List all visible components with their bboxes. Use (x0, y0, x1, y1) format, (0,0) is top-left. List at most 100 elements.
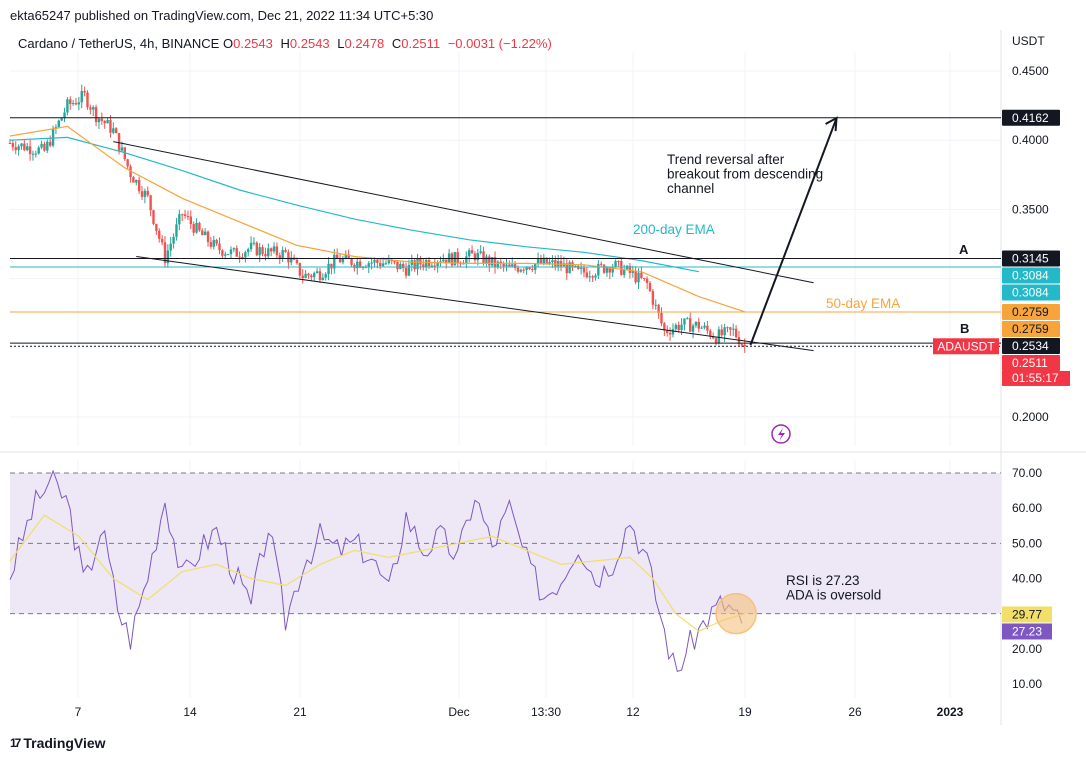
candles (8, 84, 746, 353)
candle-body (278, 255, 281, 259)
candle-body (485, 256, 488, 264)
oversold-highlight (715, 592, 757, 635)
candle-body (8, 142, 12, 144)
candle-body (347, 254, 350, 259)
candle-body (212, 239, 215, 247)
candle-body (591, 276, 594, 278)
price-tick-label: 0.4500 (1012, 64, 1049, 78)
candle-body (640, 272, 643, 278)
reversal-annotation-line: Trend reversal after (667, 152, 785, 167)
candle-body (344, 254, 347, 259)
price-label: 0.2759 (1012, 322, 1049, 336)
candle-body (445, 259, 448, 264)
price-label: 0.2534 (1012, 339, 1049, 353)
channel-lower-line (136, 255, 814, 352)
candle-body (48, 141, 52, 146)
candle-body (427, 260, 431, 267)
price-label-bg (1002, 337, 1060, 354)
candle-body (703, 325, 706, 328)
candle-body (439, 261, 442, 263)
candle-body (456, 252, 459, 264)
candle-body (568, 262, 571, 274)
candle-body (502, 263, 505, 267)
candle-body (407, 264, 411, 276)
candle-body (195, 222, 198, 233)
candle-body (206, 231, 210, 243)
candle-body (186, 216, 190, 218)
candle-body (519, 269, 523, 272)
time-tick-label: 26 (848, 705, 862, 719)
candle-body (11, 143, 15, 148)
price-label-bg (1002, 267, 1060, 284)
reversal-annotation-line: channel (667, 181, 714, 196)
candle-body (588, 276, 591, 278)
candle-body (221, 250, 224, 256)
candle-body (600, 263, 603, 265)
candle-body (37, 147, 40, 154)
candle-body (295, 259, 299, 264)
candle-body (189, 216, 193, 225)
candle-body (324, 274, 327, 278)
candle-body (528, 266, 531, 270)
candle-body (201, 230, 204, 236)
candle-body (244, 252, 247, 258)
candle-body (734, 328, 738, 338)
candle-body (69, 99, 72, 105)
candle-body (717, 329, 721, 344)
candle-body (671, 329, 675, 335)
time-tick-label: 2023 (937, 705, 964, 719)
candle-body (602, 264, 606, 273)
channel-upper-line (113, 141, 814, 284)
candle-body (89, 107, 92, 110)
ema50-line (9, 125, 745, 313)
rsi-tick-label: 60.00 (1012, 501, 1042, 515)
candle-body (694, 321, 698, 326)
candle-body (554, 260, 557, 267)
price-label-bg (1002, 109, 1060, 126)
candle-body (215, 239, 218, 244)
candle-body (341, 258, 345, 263)
candle-body (465, 256, 468, 264)
high-value: 0.2543 (289, 36, 330, 51)
candle-body (51, 128, 55, 146)
candle-body (83, 91, 86, 93)
candle-body (238, 256, 241, 258)
candle-body (31, 153, 35, 155)
candle-body (26, 146, 29, 151)
candle-body (226, 254, 230, 256)
price-tick-label: 0.4000 (1012, 133, 1049, 147)
candle-body (740, 344, 744, 346)
candle-body (663, 323, 666, 331)
candle-body (631, 271, 634, 273)
candle-body (686, 318, 689, 320)
candle-body (542, 257, 546, 264)
candle-body (516, 267, 520, 272)
candle-body (419, 258, 422, 265)
arrow-head-icon (825, 116, 838, 132)
candle-body (175, 224, 178, 237)
candle-body (614, 260, 617, 267)
candle-body (711, 336, 715, 339)
candle-body (430, 265, 434, 267)
change-value: −0.0031 (−1.22%) (447, 36, 552, 51)
candle-body (726, 327, 729, 329)
candle-body (628, 265, 632, 273)
candle-body (132, 177, 135, 183)
candle-body (637, 272, 640, 283)
candle-body (499, 261, 502, 264)
candle-body (496, 261, 500, 267)
brand-name: TradingView (23, 735, 106, 751)
candle-body (106, 119, 109, 124)
candle-body (424, 260, 428, 267)
candle-body (333, 254, 336, 269)
candle-body (450, 253, 454, 266)
candle-body (20, 143, 23, 147)
candle-body (209, 242, 213, 247)
candle-body (479, 251, 482, 253)
candle-body (169, 243, 172, 251)
countdown-bg (1002, 370, 1070, 386)
candle-body (301, 275, 304, 278)
rsi-value-label: 27.23 (1012, 624, 1042, 638)
candle-body (585, 272, 589, 278)
